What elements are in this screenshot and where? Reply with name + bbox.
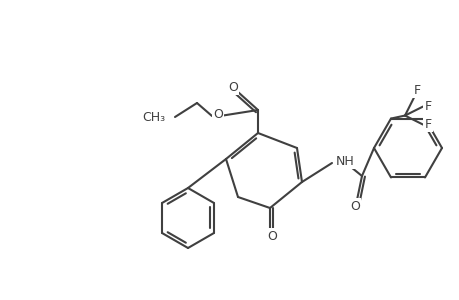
Text: NH: NH	[335, 154, 354, 167]
Text: O: O	[349, 200, 359, 212]
Text: O: O	[213, 107, 223, 121]
Text: F: F	[413, 84, 420, 97]
Text: F: F	[424, 118, 431, 131]
Text: CH₃: CH₃	[141, 110, 165, 124]
Text: F: F	[424, 100, 431, 113]
Text: O: O	[228, 80, 237, 94]
Text: O: O	[267, 230, 276, 242]
